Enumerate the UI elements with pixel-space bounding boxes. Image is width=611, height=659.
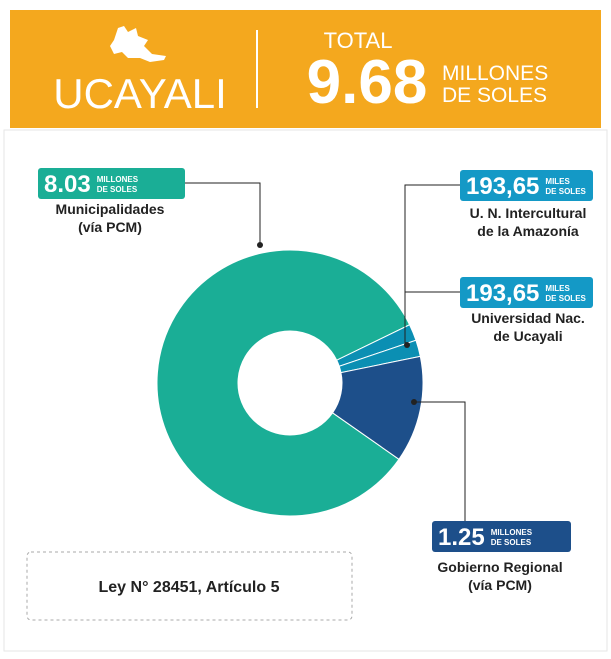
value-box <box>432 521 571 552</box>
leader-line <box>414 401 466 521</box>
total-unit: MILLONES <box>442 62 548 85</box>
value-unit: MILES <box>545 284 570 293</box>
total-label: TOTAL <box>324 28 393 53</box>
source-note: Ley N° 28451, Artículo 5 <box>99 579 280 596</box>
leader-dot <box>404 342 410 348</box>
value-unit: DE SOLES <box>97 185 138 194</box>
value-box <box>460 170 593 201</box>
value-label: 1.25 <box>438 524 485 551</box>
category-label: (vía PCM) <box>78 219 142 235</box>
value-unit: DE SOLES <box>545 187 586 196</box>
total-value: 9.68 <box>307 48 428 117</box>
card-border <box>3 129 608 652</box>
value-label: 193,65 <box>466 173 539 200</box>
category-label: Gobierno Regional <box>437 559 562 575</box>
category-label: Municipalidades <box>56 201 165 217</box>
source-box <box>26 551 353 621</box>
value-box <box>38 168 185 199</box>
donut-slice <box>331 355 424 460</box>
value-unit: MILES <box>545 177 570 186</box>
value-box <box>460 277 593 308</box>
region-name: UCAYALI <box>53 70 227 117</box>
region-map-icon <box>110 26 166 62</box>
leader-line <box>185 182 261 245</box>
donut-slice <box>156 249 411 517</box>
category-label: de la Amazonía <box>477 223 579 239</box>
value-label: 193,65 <box>466 280 539 307</box>
leader-dot <box>411 399 417 405</box>
category-label: (vía PCM) <box>468 577 532 593</box>
header-bar <box>10 10 601 128</box>
value-unit: MILLONES <box>97 175 139 184</box>
value-label: 8.03 <box>44 171 91 198</box>
value-unit: DE SOLES <box>545 294 586 303</box>
category-label: Universidad Nac. <box>471 310 585 326</box>
category-label: U. N. Intercultural <box>470 205 587 221</box>
value-unit: DE SOLES <box>491 538 532 547</box>
value-unit: MILLONES <box>491 528 533 537</box>
total-unit: DE SOLES <box>442 84 547 107</box>
leader-dot <box>257 242 263 248</box>
category-label: de Ucayali <box>493 328 562 344</box>
